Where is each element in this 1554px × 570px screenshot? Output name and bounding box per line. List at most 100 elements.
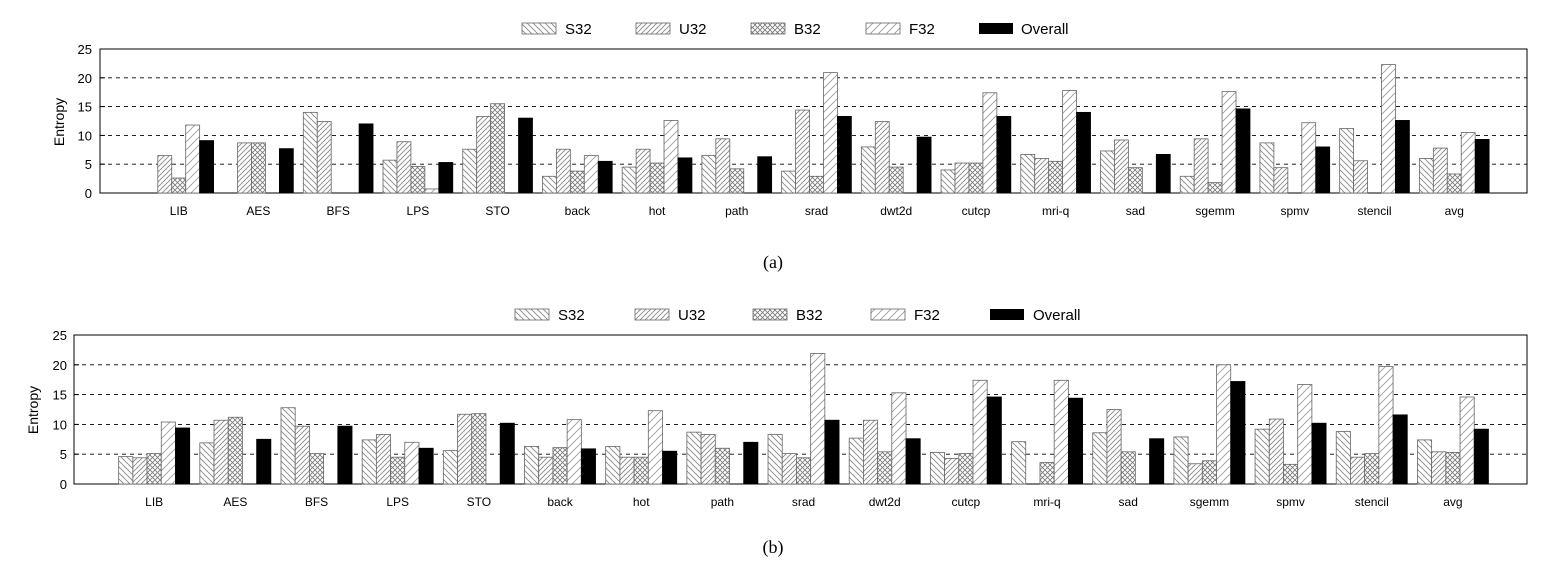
legend-swatch-b32 [750,22,786,35]
bar-b32-avg [1446,173,1462,194]
bar-f32-sgemm [1216,364,1232,485]
bar-u32-path [715,138,731,194]
bar-u32-avg [1432,147,1448,194]
bar-overall-path [757,156,773,194]
bar-u32-bfs [294,425,310,485]
bar-s32-dwt2d [860,146,876,194]
bar-overall-lib [175,427,191,485]
y-tick-label: 10 [53,417,67,432]
bar-overall-spmv [1315,146,1331,194]
bar-u32-dwt2d [874,121,890,194]
bar-s32-bfs [302,111,318,194]
bar-s32-sto [462,148,478,194]
bar-b32-sgemm [1207,182,1223,194]
bar-u32-mri-q [1034,158,1050,194]
x-tick-label: back [565,204,591,218]
bar-overall-sad [1149,438,1165,485]
bar-s32-back [542,175,557,194]
bar-overall-dwt2d [905,438,921,485]
bar-u32-sgemm [1193,138,1209,194]
bar-overall-stencil [1395,120,1410,194]
bar-b32-dwt2d [888,166,904,194]
bar-u32-back [538,456,554,485]
bar-overall-spmv [1311,422,1327,485]
bar-b32-aes [251,142,266,194]
bar-s32-path [701,155,717,194]
x-tick-label: spmv [1280,204,1309,218]
chart-a-legend: S32 U32 B32 F32 Overall [521,21,1069,38]
bar-s32-lps [361,439,377,485]
bar-overall-sad [1155,154,1171,194]
legend-swatch-f32 [865,22,901,35]
bar-s32-mri-q [1011,441,1027,485]
x-tick-label: LPS [386,495,409,509]
bar-f32-stencil [1378,366,1394,485]
bar-f32-cutcp [972,379,988,485]
bar-u32-stencil [1353,160,1368,194]
bar-overall-mri-q [1067,397,1083,485]
legend-label-u32: U32 [679,21,707,38]
x-tick-label: spmv [1276,495,1305,509]
x-tick-label: sgemm [1190,495,1229,509]
bar-overall-cutcp [996,115,1012,194]
legend-label-u32: U32 [678,307,706,324]
bar-s32-spmv [1254,428,1270,485]
bar-b32-sgemm [1201,460,1217,485]
bar-s32-path [686,431,702,485]
bar-f32-sgemm [1221,91,1237,194]
bar-overall-path [743,441,759,485]
bar-overall-dwt2d [916,136,932,194]
bar-s32-sad [1092,432,1108,485]
x-tick-label: BFS [326,204,349,218]
y-tick-label: 20 [78,71,92,86]
bar-u32-aes [237,142,252,194]
bar-s32-lib [118,456,134,485]
bar-u32-dwt2d [863,419,879,485]
y-tick-label: 0 [60,477,67,492]
bar-b32-lib [146,453,162,485]
legend-swatch-u32 [635,22,671,35]
bar-overall-bfs [358,123,374,194]
y-tick-label: 15 [78,100,92,115]
bar-s32-dwt2d [848,437,864,485]
x-tick-label: avg [1443,495,1462,509]
y-tick-label: 20 [53,358,67,373]
x-tick-label: mri-q [1033,495,1060,509]
chart-b-legend: S32 U32 B32 F32 Overall [514,307,1081,324]
bar-s32-hot [621,166,637,194]
bar-b32-spmv [1283,463,1299,485]
bar-b32-avg [1445,452,1461,485]
x-tick-label: dwt2d [869,495,901,509]
bar-u32-avg [1431,451,1447,485]
chart-a-plot-area: 0 5 10 15 20 25 LIB AES BFS LPS STO back hot path srad… [78,42,1528,218]
bar-u32-cutcp [944,457,960,485]
bar-s32-bfs [280,407,296,485]
bar-f32-srad [810,353,826,485]
x-tick-label: STO [485,204,509,218]
bar-b32-aes [227,416,243,485]
bar-s32-cutcp [940,169,956,194]
bar-f32-back [566,419,582,485]
bar-f32-avg [1459,396,1475,485]
x-tick-label: sad [1119,495,1138,509]
legend-swatch-u32 [634,308,670,321]
x-tick-label: sad [1126,204,1145,218]
bar-overall-srad [837,115,852,194]
bar-s32-hot [605,446,621,485]
bar-b32-sto [471,413,487,485]
bar-overall-hot [662,450,678,485]
bar-f32-dwt2d [891,392,907,485]
legend-label-s32: S32 [565,21,592,38]
y-tick-label: 15 [53,388,67,403]
bar-f32-lib [160,421,176,485]
bar-overall-avg [1474,139,1490,194]
bar-s32-cutcp [929,452,945,485]
bar-overall-lib [199,140,215,194]
bar-b32-stencil [1364,453,1380,485]
legend-swatch-s32 [521,22,557,35]
bar-u32-srad [795,109,810,194]
bar-overall-sgemm [1230,381,1246,485]
bar-b32-path [729,168,745,194]
y-tick-label: 25 [78,42,92,57]
bar-u32-hot [619,456,635,485]
